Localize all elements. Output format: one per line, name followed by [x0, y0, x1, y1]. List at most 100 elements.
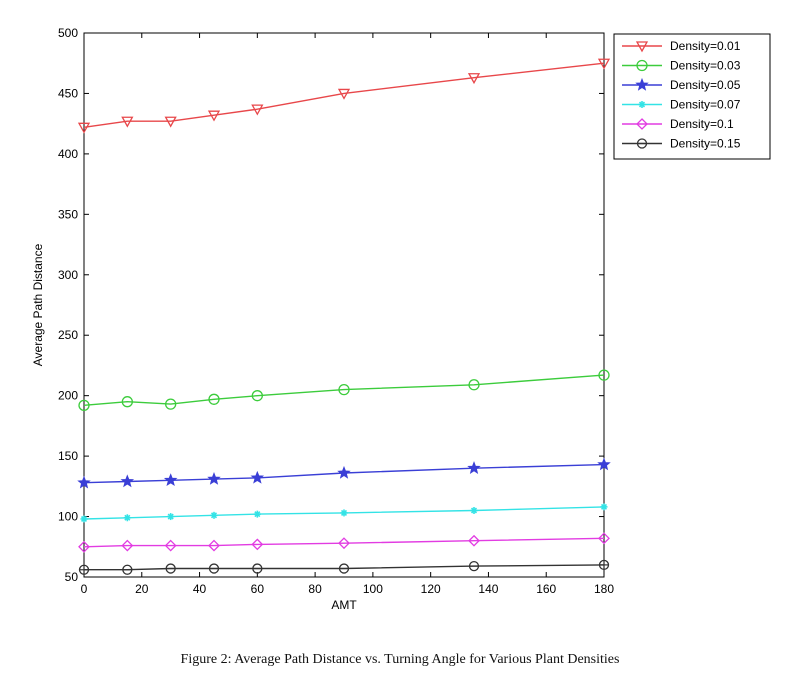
series-density-0-07	[80, 503, 608, 523]
legend-entry: Density=0.03	[622, 59, 741, 73]
plot-area	[83, 32, 605, 578]
data-point-asterisk	[600, 503, 608, 511]
figure-caption: Figure 2: Average Path Distance vs. Turn…	[180, 652, 620, 667]
data-point-triangle	[251, 104, 264, 116]
x-tick-label: 100	[363, 582, 383, 596]
data-point-asterisk	[123, 514, 131, 522]
series-layer	[77, 58, 611, 575]
y-tick-label: 450	[58, 86, 78, 100]
data-point-diamond	[208, 539, 220, 552]
y-tick-label: 50	[65, 570, 79, 584]
y-tick-label: 100	[58, 510, 78, 524]
data-point-circle-cross	[598, 559, 610, 571]
legend-entry: Density=0.1	[622, 117, 734, 131]
data-point-circle	[251, 390, 263, 402]
series-line	[83, 463, 605, 484]
data-point-triangle	[337, 88, 351, 100]
data-point-diamond	[598, 532, 610, 545]
legend-entry: Density=0.15	[622, 137, 741, 151]
data-point-star	[120, 474, 135, 488]
x-tick-label: 180	[594, 582, 614, 596]
y-tick-label: 150	[58, 449, 78, 463]
data-point-diamond	[251, 538, 264, 551]
x-tick-label: 0	[81, 582, 88, 596]
y-tick-label: 200	[58, 389, 78, 403]
y-tick-label: 500	[58, 26, 78, 40]
y-tick-label: 250	[58, 328, 78, 342]
data-point-triangle	[77, 122, 91, 134]
x-tick-label: 20	[135, 582, 149, 596]
data-point-star	[250, 470, 265, 484]
data-point-star	[163, 473, 178, 486]
line-chart: 0 20 40 60 80 100 120 140 160 180 50 100 150 200 250 30…	[31, 26, 771, 612]
data-point-circle-cross	[122, 564, 133, 575]
series-line	[83, 506, 605, 520]
data-point-triangle	[467, 73, 481, 85]
data-point-circle	[165, 398, 177, 410]
legend-label: Density=0.03	[670, 59, 741, 73]
series-density-0-05	[77, 457, 611, 489]
x-tick-label: 60	[251, 582, 265, 596]
data-point-asterisk	[638, 101, 646, 108]
data-point-diamond	[164, 539, 177, 552]
series-density-0-01	[77, 58, 611, 134]
legend-label: Density=0.07	[670, 98, 741, 112]
data-point-circle	[338, 383, 350, 396]
data-point-diamond	[121, 539, 134, 552]
series-density-0-03	[78, 369, 610, 411]
data-point-circle	[78, 399, 90, 411]
y-tick-label: 400	[58, 147, 78, 161]
x-tick-label: 140	[478, 582, 498, 596]
data-point-star	[467, 461, 481, 474]
data-point-asterisk	[210, 511, 218, 519]
data-point-circle-cross	[252, 563, 263, 574]
x-axis-label: AMT	[331, 598, 357, 612]
data-point-diamond	[78, 540, 90, 553]
data-point-circle-cross	[636, 138, 648, 149]
y-tick-label: 300	[58, 268, 78, 282]
data-point-diamond	[636, 118, 648, 130]
legend-label: Density=0.05	[670, 78, 741, 92]
legend-label: Density=0.01	[670, 39, 741, 53]
legend: Density=0.01 Density=0.03 Density=0.05 Dens…	[613, 33, 771, 160]
series-line	[83, 374, 605, 406]
data-point-star	[337, 465, 351, 479]
series-line	[83, 537, 605, 548]
data-point-asterisk	[80, 515, 88, 523]
data-point-triangle	[635, 41, 649, 53]
data-point-circle-cross	[468, 560, 480, 572]
data-point-star	[597, 457, 611, 471]
data-point-asterisk	[167, 513, 175, 521]
data-point-asterisk	[470, 507, 478, 515]
data-point-triangle	[597, 58, 611, 70]
series-line	[84, 564, 605, 571]
data-point-circle-cross	[338, 563, 350, 574]
data-point-circle	[636, 59, 648, 72]
series-density-0-1	[78, 532, 610, 553]
legend-entry: Density=0.01	[622, 39, 741, 53]
x-tick-label: 160	[536, 582, 556, 596]
legend-label: Density=0.15	[670, 137, 741, 151]
legend-box	[613, 33, 771, 160]
series-density-0-15	[78, 559, 610, 575]
data-point-star	[207, 471, 221, 485]
legend-label: Density=0.1	[670, 117, 734, 131]
data-point-triangle	[207, 110, 221, 122]
data-point-circle	[121, 396, 133, 408]
data-point-circle	[208, 393, 220, 405]
data-point-circle-cross	[78, 564, 90, 575]
data-point-diamond	[338, 537, 350, 550]
y-tick-label: 350	[58, 207, 78, 221]
data-point-circle-cross	[165, 563, 176, 574]
legend-entry: Density=0.07	[622, 98, 741, 112]
series-line	[83, 62, 605, 128]
data-point-circle-cross	[208, 563, 220, 574]
x-tick-label: 80	[308, 582, 322, 596]
x-tick-label: 120	[421, 582, 441, 596]
data-point-triangle	[164, 116, 177, 128]
y-axis-label: Average Path Distance	[31, 243, 45, 366]
data-point-triangle	[121, 116, 134, 128]
data-point-star	[77, 475, 91, 489]
axis-ticks: 0 20 40 60 80 100 120 140 160 180 50 100 150 200 250 30…	[58, 26, 614, 596]
x-tick-label: 40	[193, 582, 207, 596]
